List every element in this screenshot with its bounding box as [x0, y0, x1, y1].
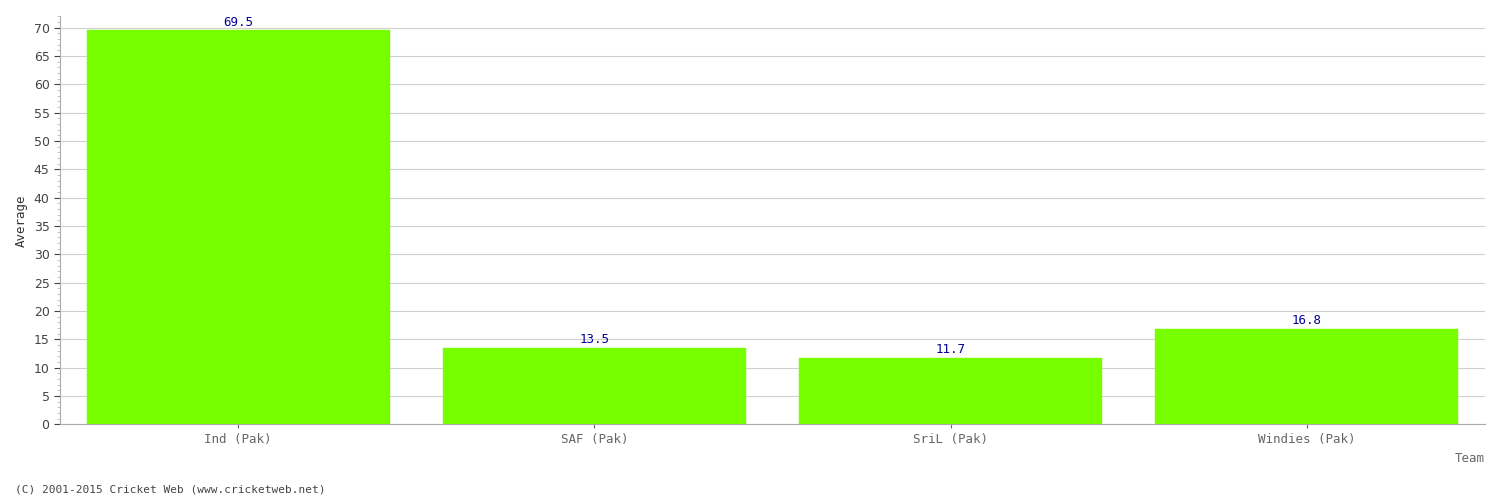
Text: 13.5: 13.5: [579, 333, 609, 346]
Y-axis label: Average: Average: [15, 194, 28, 246]
Bar: [442, 348, 746, 424]
Text: 16.8: 16.8: [1292, 314, 1322, 328]
Text: 69.5: 69.5: [224, 16, 254, 28]
Text: (C) 2001-2015 Cricket Web (www.cricketweb.net): (C) 2001-2015 Cricket Web (www.cricketwe…: [15, 485, 326, 495]
Text: 11.7: 11.7: [936, 344, 966, 356]
X-axis label: Team: Team: [1455, 452, 1485, 465]
Bar: [800, 358, 1102, 424]
Bar: [87, 30, 390, 424]
Bar: [1155, 329, 1458, 424]
